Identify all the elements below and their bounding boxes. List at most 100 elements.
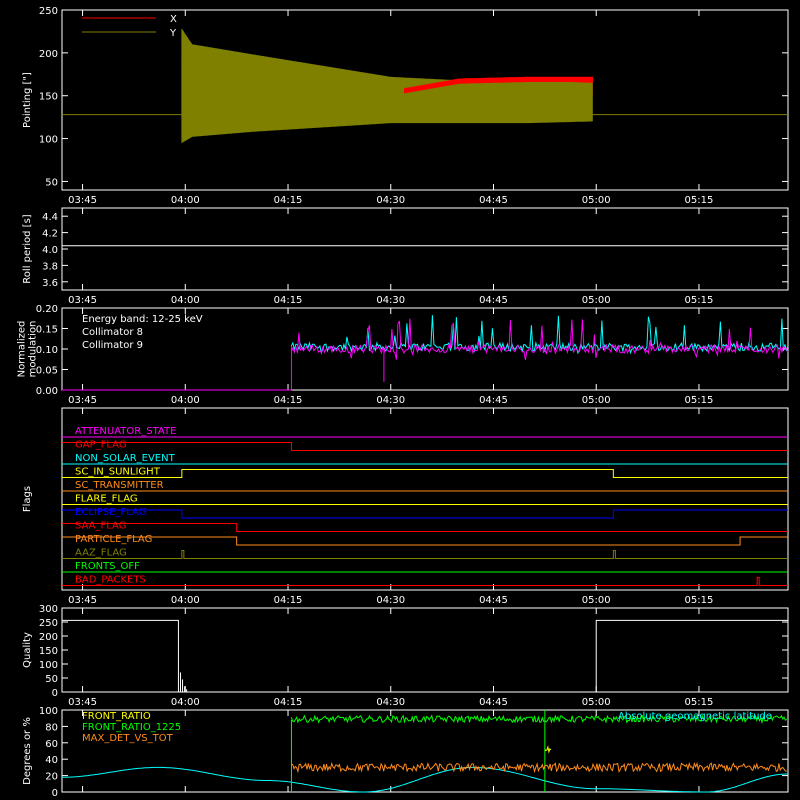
flag-row-fronts-off: FRONTS_OFF — [62, 561, 788, 573]
modulation-time-label: 05:15 — [685, 395, 714, 406]
roll-period-y-tick-label: 3.8 — [42, 261, 58, 272]
pointing-band-y — [181, 28, 593, 143]
roll-period-time-label: 05:15 — [685, 295, 714, 306]
flag-label: BAD_PACKETS — [75, 575, 146, 586]
roll-period-y-tick-label: 4.0 — [42, 245, 58, 256]
pointing-frame — [61, 9, 789, 191]
modulation-time-label: 04:00 — [171, 395, 200, 406]
legend-label-front-ratio: FRONT_RATIO — [82, 711, 151, 722]
pointing-series-y — [181, 28, 593, 143]
flag-label: ATTENUATOR_STATE — [75, 426, 176, 437]
flag-line — [62, 509, 788, 519]
flags-time-label: 03:45 — [68, 595, 97, 606]
flags-time-label: 04:15 — [274, 595, 303, 606]
modulation-time-label: 04:45 — [479, 395, 508, 406]
flag-row-attenuator-state: ATTENUATOR_STATE — [62, 426, 788, 438]
modulation-annotation: Energy band: 12-25 keV — [82, 314, 203, 325]
quality-time-label: 05:15 — [685, 697, 714, 708]
modulation-y-tick-label: 0.15 — [36, 325, 58, 336]
quality-y-tick-label: 250 — [39, 618, 58, 629]
modulation-y-tick-label: 0.10 — [36, 345, 58, 356]
quality-y-tick-label: 200 — [39, 632, 58, 643]
ratios-y-tick-label: 0 — [52, 788, 58, 799]
flags-time-label: 05:00 — [582, 595, 611, 606]
flag-label: AAZ_FLAG — [75, 548, 127, 559]
legend-label-x: X — [170, 14, 177, 25]
flag-line — [62, 442, 788, 451]
flag-label: NON_SOLAR_EVENT — [75, 453, 176, 464]
ratios-ylabel: Degrees or % — [22, 717, 33, 785]
quality-line — [62, 619, 788, 693]
roll-period-y-tick-label: 4.4 — [42, 212, 58, 223]
flags-time-label: 05:15 — [685, 595, 714, 606]
modulation-time-label: 04:30 — [376, 395, 405, 406]
pointing-time-label: 04:00 — [171, 195, 200, 206]
quality-time-label: 03:45 — [68, 697, 97, 708]
flag-row-gap-flag: GAP_FLAG — [62, 440, 788, 451]
quality-time-label: 04:45 — [479, 697, 508, 708]
flag-row-sc-transmitter: SC_TRANSMITTER — [62, 480, 788, 492]
modulation-time-label: 04:15 — [274, 395, 303, 406]
ratios-y-tick-label: 20 — [45, 772, 58, 783]
quality-ylabel: Quality — [22, 632, 33, 668]
pointing-time-label: 05:15 — [685, 195, 714, 206]
quality-time-label: 05:00 — [582, 697, 611, 708]
legend-label-max-det-vs-tot: MAX_DET_VS_TOT — [82, 733, 174, 744]
quality-y-tick-label: 50 — [45, 674, 58, 685]
roll-period-time-label: 04:15 — [274, 295, 303, 306]
legend-label-collimator-8: Collimator 8 — [82, 327, 143, 338]
roll-period-ylabel: Roll period [s] — [22, 214, 33, 283]
flag-row-bad-packets: BAD_PACKETS — [62, 575, 788, 586]
flag-label: SC_IN_SUNLIGHT — [75, 467, 161, 478]
ratios-y-tick-label: 80 — [45, 722, 58, 733]
legend-label-y: Y — [169, 28, 177, 39]
quality-time-label: 04:15 — [274, 697, 303, 708]
pointing-time-label: 04:45 — [479, 195, 508, 206]
flags-ylabel: Flags — [22, 486, 33, 512]
flag-row-aaz-flag: AAZ_FLAG — [62, 548, 788, 559]
flag-row-sc-in-sunlight: SC_IN_SUNLIGHT — [62, 467, 788, 478]
ratios-frame — [61, 709, 789, 793]
pointing-y-tick-label: 250 — [39, 6, 58, 17]
ratios-latitude-line — [62, 766, 788, 793]
legend-label-front-ratio-1225: FRONT_RATIO_1225 — [82, 722, 181, 733]
flag-row-eclipse-flag: ECLIPSE_FLAG — [62, 507, 788, 519]
roll-period-y-tick-label: 3.6 — [42, 278, 58, 289]
quality-time-label: 04:00 — [171, 697, 200, 708]
flags-time-label: 04:30 — [376, 595, 405, 606]
flag-row-saa-flag: SAA_FLAG — [62, 521, 788, 532]
modulation-ylabel: Normalized — [17, 321, 28, 378]
pointing-time-label: 05:00 — [582, 195, 611, 206]
roll-period-y-tick-label: 4.2 — [42, 229, 58, 240]
pointing-time-label: 04:30 — [376, 195, 405, 206]
modulation-y-tick-label: 0.05 — [36, 366, 58, 377]
flag-label: SC_TRANSMITTER — [75, 480, 164, 491]
flag-line — [62, 469, 788, 478]
pointing-time-label: 04:15 — [274, 195, 303, 206]
flag-label: FLARE_FLAG — [75, 494, 138, 505]
modulation-ylabel: modulation — [28, 321, 39, 378]
quality-time-label: 04:30 — [376, 697, 405, 708]
flag-row-particle-flag: PARTICLE_FLAG — [62, 534, 788, 546]
flag-label: ECLIPSE_FLAG — [75, 507, 146, 518]
ratios-y-tick-label: 60 — [45, 739, 58, 750]
pointing-time-label: 03:45 — [68, 195, 97, 206]
modulation-time-label: 03:45 — [68, 395, 97, 406]
pointing-y-tick-label: 200 — [39, 49, 58, 60]
ratios-max-det-line — [291, 761, 787, 774]
ratios-y-tick-label: 100 — [39, 706, 58, 717]
legend-label-latitude: Absolute geomagnetic latitude — [618, 711, 772, 722]
flag-label: SAA_FLAG — [75, 521, 126, 532]
modulation-time-label: 05:00 — [582, 395, 611, 406]
pointing-y-tick-label: 100 — [39, 135, 58, 146]
pointing-ylabel: Pointing ["] — [22, 72, 33, 128]
flags-time-label: 04:45 — [479, 595, 508, 606]
modulation-y-tick-label: 0.00 — [36, 386, 58, 397]
roll-period-time-label: 04:45 — [479, 295, 508, 306]
flags-time-label: 04:00 — [171, 595, 200, 606]
flag-label: FRONTS_OFF — [75, 561, 140, 572]
flag-line — [62, 550, 788, 559]
modulation-series-col9 — [290, 318, 789, 360]
